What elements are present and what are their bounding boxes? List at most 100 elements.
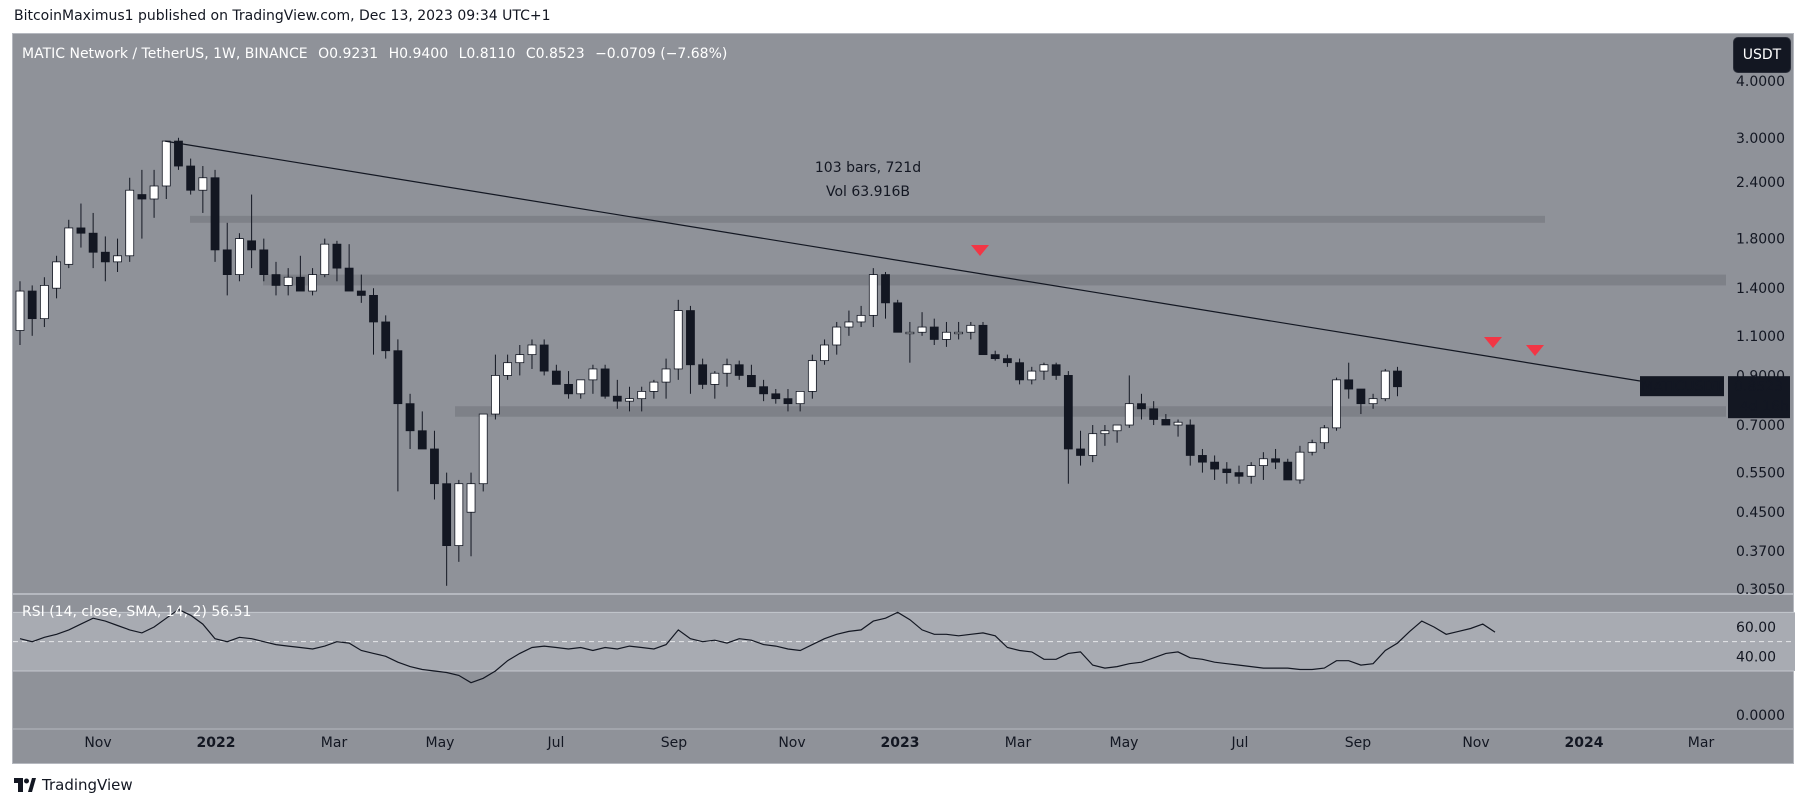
bullish-candle [466, 483, 476, 513]
bearish-candle [734, 364, 744, 376]
bearish-candle [1222, 468, 1232, 474]
bullish-candle [149, 185, 159, 200]
bearish-candle [686, 310, 695, 366]
bearish-candle [381, 321, 391, 352]
bullish-candle [966, 324, 976, 333]
bullish-candle [454, 483, 464, 547]
bullish-candle [722, 364, 732, 374]
price-axis-label: 1.8000 [1736, 232, 1785, 248]
rsi-axis-label: 60.00 [1736, 620, 1776, 636]
bearish-candle [393, 350, 403, 405]
bearish-candle [1002, 358, 1012, 364]
bullish-candle [1246, 465, 1256, 477]
bearish-candle [76, 227, 86, 234]
time-axis-label: Nov [1462, 735, 1489, 751]
high-label: H [388, 46, 400, 62]
bearish-candle [1356, 388, 1366, 405]
price-axis-label: 1.1000 [1736, 329, 1785, 345]
time-axis-label: Mar [321, 735, 348, 751]
price-axis-label: 0.3700 [1736, 544, 1785, 560]
candles-group [15, 137, 1402, 586]
bullish-candle [283, 276, 293, 286]
bearish-candle [174, 140, 183, 167]
bullish-candle [1039, 364, 1049, 372]
bullish-candle [64, 227, 74, 265]
bearish-candle [600, 368, 610, 397]
bearish-candle [295, 276, 305, 292]
bullish-candle [1332, 379, 1341, 429]
time-axis-label: Nov [84, 735, 111, 751]
volume-annotation: Vol 63.916B [826, 184, 910, 200]
bullish-candle [1258, 458, 1268, 466]
horizontal-zone [190, 215, 1545, 223]
price-axis-label: 4.0000 [1736, 74, 1785, 90]
current-price-label: 0.8523 [1734, 379, 1783, 395]
bullish-candle [1173, 421, 1183, 426]
bullish-candle [52, 261, 61, 289]
bearish-candle [369, 294, 378, 323]
time-axis-label: Sep [661, 735, 688, 751]
bullish-candle [625, 398, 634, 402]
time-axis-label: Sep [1345, 735, 1372, 751]
bullish-candle [795, 391, 805, 405]
high-value: 0.9400 [399, 46, 449, 62]
horizontal-zone [455, 406, 1726, 417]
descending-trendline [164, 140, 1641, 382]
bullish-candle [113, 255, 122, 263]
bearish-candle [783, 398, 793, 405]
bearish-candle [881, 274, 890, 304]
rsi-legend: RSI (14, close, SMA, 14, 2) 56.51 [22, 604, 251, 620]
bearish-candle [893, 302, 903, 333]
bearish-candle [1283, 461, 1293, 481]
bullish-candle [308, 274, 317, 292]
bearish-candle [929, 326, 939, 340]
open-value: 0.9231 [329, 46, 379, 62]
rsi-line [19, 608, 1496, 684]
bearish-candle [344, 267, 354, 292]
bearish-candle [1149, 408, 1159, 420]
bars-annotation: 103 bars, 721d [815, 160, 921, 176]
bullish-candle [235, 238, 244, 275]
bearish-candle [1063, 375, 1073, 450]
bullish-candle [1124, 403, 1134, 426]
bearish-candle [137, 194, 147, 200]
bearish-candle [771, 393, 781, 400]
bullish-candle [807, 360, 817, 392]
bearish-candle [271, 274, 281, 286]
bearish-candle [1271, 458, 1280, 463]
bullish-candle [673, 310, 683, 370]
price-axis-label: 0.4500 [1736, 505, 1785, 521]
bearish-rejection-1 [971, 245, 989, 256]
bearish-candle [747, 375, 756, 388]
rsi-params: (14, close, SMA, 14, 2) [49, 604, 207, 620]
price-axis-label: 0.7000 [1736, 418, 1785, 434]
bearish-candle [539, 344, 549, 372]
bearish-candle [356, 290, 366, 296]
time-axis-label: May [426, 735, 455, 751]
bearish-rejection-2 [1484, 337, 1502, 348]
bearish-candle [612, 395, 622, 402]
rsi-current: 56.51 [211, 604, 252, 620]
bullish-candle [125, 189, 135, 257]
bearish-candle [1234, 472, 1244, 477]
bullish-candle [637, 391, 647, 400]
bullish-candle [832, 326, 842, 346]
price-axis-label: 3.0000 [1736, 131, 1785, 147]
symbol-tag-bg [1640, 376, 1724, 397]
footer-brand[interactable]: TradingView [14, 776, 133, 794]
bearish-candle [1210, 461, 1220, 470]
price-axis-label: 1.4000 [1736, 281, 1785, 297]
bar-countdown-label: 4d 16h [1740, 399, 1789, 415]
change-value: −0.0709 (−7.68%) [595, 46, 728, 62]
bearish-candle [100, 251, 110, 263]
rsi-name: RSI [22, 604, 45, 620]
bearish-candle [1051, 364, 1061, 376]
low-label: L [458, 46, 467, 62]
time-axis-label: 2023 [881, 735, 920, 751]
low-value: 0.8110 [466, 46, 516, 62]
bullish-candle [39, 285, 49, 320]
publisher-line: BitcoinMaximus1 published on TradingView… [14, 8, 551, 24]
open-label: O [318, 46, 330, 62]
currency-button[interactable]: USDT [1733, 37, 1791, 73]
